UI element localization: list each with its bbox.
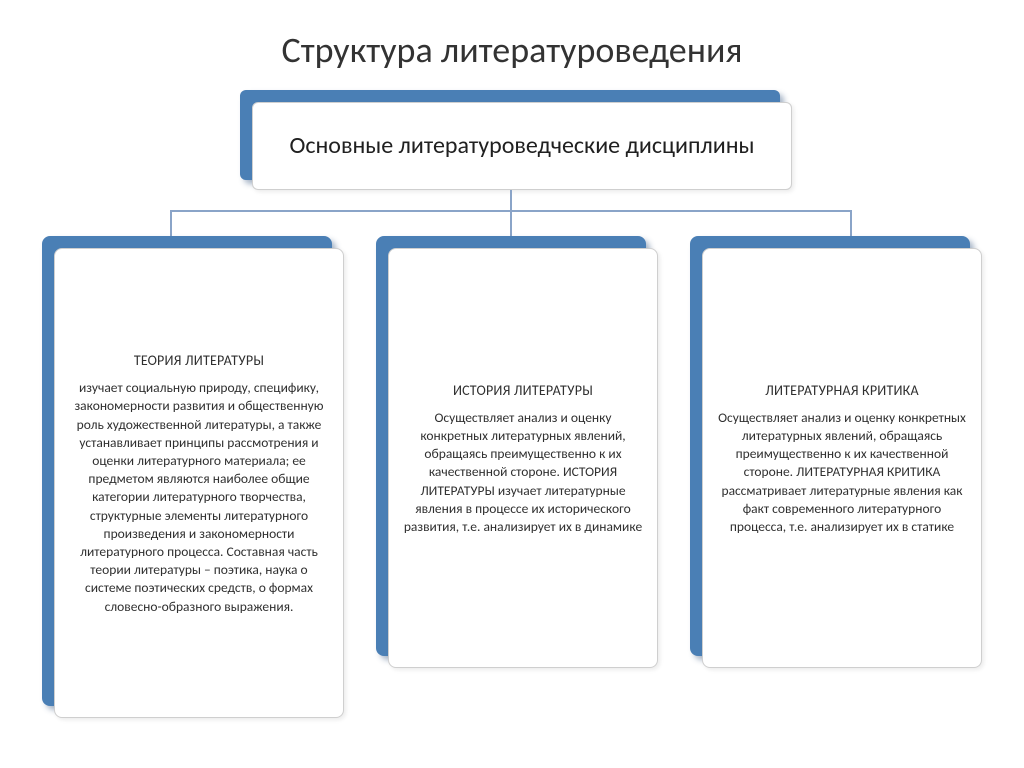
child-box-0: ТЕОРИЯ ЛИТЕРАТУРЫ изучает социальную прир… (54, 248, 344, 718)
child-body-0: изучает социальную природу, специфику, з… (69, 379, 329, 616)
child-node-1: ИСТОРИЯ ЛИТЕРАТУРЫ Осуществляет анализ и … (376, 236, 646, 656)
root-box: Основные литературоведческие дисциплины (252, 102, 792, 190)
connector-vertical-2 (850, 210, 852, 236)
child-box-1: ИСТОРИЯ ЛИТЕРАТУРЫ Осуществляет анализ и … (388, 248, 658, 668)
child-heading-0: ТЕОРИЯ ЛИТЕРАТУРЫ (69, 352, 329, 369)
child-heading-2: ЛИТЕРАТУРНАЯ КРИТИКА (717, 382, 967, 399)
child-node-0: ТЕОРИЯ ЛИТЕРАТУРЫ изучает социальную прир… (42, 236, 332, 706)
child-heading-1: ИСТОРИЯ ЛИТЕРАТУРЫ (403, 382, 643, 399)
child-node-2: ЛИТЕРАТУРНАЯ КРИТИКА Осуществляет анализ … (690, 236, 970, 656)
child-box-2: ЛИТЕРАТУРНАЯ КРИТИКА Осуществляет анализ … (702, 248, 982, 668)
root-node: Основные литературоведческие дисциплины (240, 90, 780, 180)
page-title: Структура литературоведения (0, 0, 1024, 90)
connector-root-vertical (510, 190, 512, 210)
connector-vertical-1 (510, 210, 512, 236)
child-body-1: Осуществляет анализ и оценку конкретных … (403, 409, 643, 537)
connector-vertical-0 (170, 210, 172, 236)
child-body-2: Осуществляет анализ и оценку конкретных … (717, 409, 967, 537)
